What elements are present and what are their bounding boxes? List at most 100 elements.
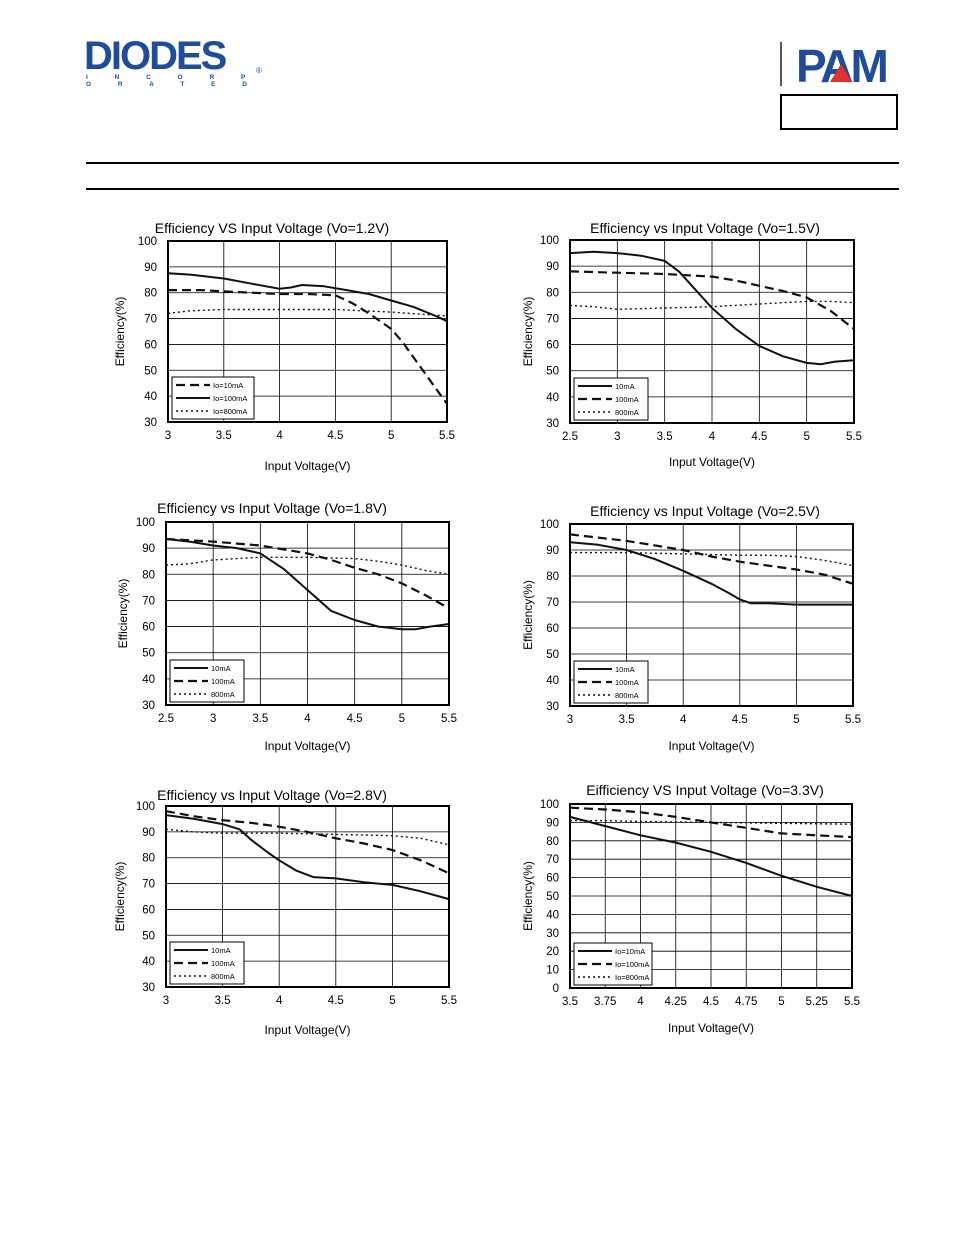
x-tick-label: 4.5 xyxy=(347,713,363,725)
x-tick-label: 5.5 xyxy=(846,431,862,443)
legend-label: 100mA xyxy=(615,395,639,404)
chart-vo-2-8v: Efficiency vs Input Voltage (Vo=2.8V) 3 3.… xyxy=(100,776,470,1048)
pam-part-box xyxy=(780,94,898,130)
chart-vo-2-5v: Efficiency vs Input Voltage (Vo=2.5V) 3 3.… xyxy=(500,492,880,764)
series-line-dash xyxy=(569,270,855,330)
y-tick-label: 70 xyxy=(546,597,559,609)
plot-frame xyxy=(569,239,855,424)
y-tick-label: 40 xyxy=(142,956,155,968)
x-tick-label: 5 xyxy=(778,996,784,1008)
chart-vo-3-3v: Eifficiency VS Input Voltage (Vo=3.3V) 3.… xyxy=(500,776,880,1048)
x-tick-label: 5 xyxy=(388,430,394,442)
y-tick-label: 30 xyxy=(546,701,559,713)
legend-label: Io=100mA xyxy=(615,960,649,969)
x-tick-label: 4.5 xyxy=(751,431,767,443)
x-tick-label: 5.5 xyxy=(441,995,457,1007)
x-axis-label: Input Voltage(V) xyxy=(669,455,755,469)
chart-svg: Efficiency VS Input Voltage (Vo=1.2V) 3 3.… xyxy=(113,220,455,473)
x-tick-label: 2.5 xyxy=(158,713,174,725)
x-tick-label: 4 xyxy=(680,714,687,726)
y-tick-label: 70 xyxy=(546,313,559,325)
y-tick-label: 50 xyxy=(142,648,155,660)
pam-logo-red-triangle xyxy=(830,64,852,82)
header-rule-bottom xyxy=(86,188,899,190)
y-tick-label: 80 xyxy=(546,836,559,848)
legend-label: 800mA xyxy=(211,972,235,981)
y-tick-label: 70 xyxy=(144,314,157,326)
chart-svg: Eifficiency VS Input Voltage (Vo=3.3V) 3.… xyxy=(521,782,860,1035)
y-tick-label: 90 xyxy=(546,261,559,273)
x-tick-label: 4.75 xyxy=(735,996,757,1008)
legend-label: Io=10mA xyxy=(213,381,243,390)
y-tick-label: 60 xyxy=(144,339,157,351)
x-tick-label: 2.5 xyxy=(562,431,578,443)
chart-title: Efficiency VS Input Voltage (Vo=1.2V) xyxy=(155,220,389,236)
plot-frame xyxy=(165,521,450,706)
series-line-dot xyxy=(569,300,855,311)
chart-svg: Efficiency vs Input Voltage (Vo=1.5V) 2.5… xyxy=(521,220,862,469)
series-line-solid xyxy=(569,250,855,366)
x-tick-label: 4.5 xyxy=(327,430,343,442)
y-tick-label: 40 xyxy=(546,675,559,687)
diodes-logo-subtext: I N C O R P O R A T E D xyxy=(86,74,260,88)
x-tick-label: 4.5 xyxy=(732,714,748,726)
x-axis-label: Input Voltage(V) xyxy=(264,1023,350,1037)
x-tick-label: 3.5 xyxy=(657,431,673,443)
x-tick-label: 3 xyxy=(567,714,573,726)
y-tick-label: 70 xyxy=(142,595,155,607)
x-tick-label: 3.5 xyxy=(216,430,232,442)
y-tick-label: 40 xyxy=(144,391,157,403)
series-line-dot xyxy=(167,308,448,317)
legend-label: 100mA xyxy=(211,677,235,686)
chart-title: Eifficiency VS Input Voltage (Vo=3.3V) xyxy=(586,782,824,798)
y-tick-label: 80 xyxy=(546,287,559,299)
y-tick-label: 60 xyxy=(142,904,155,916)
x-tick-label: 4 xyxy=(276,995,283,1007)
series-line-dash xyxy=(569,533,854,585)
y-tick-label: 10 xyxy=(546,965,559,977)
y-tick-label: 40 xyxy=(142,674,155,686)
y-axis-label: Efficiency(%) xyxy=(116,579,130,649)
x-tick-label: 3.5 xyxy=(619,714,635,726)
y-tick-label: 100 xyxy=(540,799,559,811)
x-tick-label: 4.5 xyxy=(703,996,719,1008)
x-tick-label: 3 xyxy=(210,713,216,725)
y-tick-label: 80 xyxy=(144,288,157,300)
chart-vo-1-2v: Efficiency VS Input Voltage (Vo=1.2V) 3 3.… xyxy=(100,212,470,484)
plot-frame xyxy=(165,805,450,988)
y-tick-label: 70 xyxy=(142,879,155,891)
registered-mark: ® xyxy=(256,66,262,75)
x-axis-label: Input Voltage(V) xyxy=(668,1021,754,1035)
legend-label: 10mA xyxy=(615,665,635,674)
x-tick-label: 3.5 xyxy=(215,995,231,1007)
x-tick-label: 5 xyxy=(389,995,395,1007)
legend-label: 100mA xyxy=(615,678,639,687)
y-tick-label: 80 xyxy=(142,569,155,581)
legend-label: 10mA xyxy=(615,382,635,391)
chart-title: Efficiency vs Input Voltage (Vo=2.8V) xyxy=(157,787,387,803)
x-tick-label: 5.5 xyxy=(845,714,861,726)
chart-title: Efficiency vs Input Voltage (Vo=2.5V) xyxy=(590,503,820,519)
x-tick-label: 5.25 xyxy=(806,996,828,1008)
legend-label: 10mA xyxy=(211,664,231,673)
diodes-logo: DIODES I N C O R P O R A T E D ® xyxy=(84,36,264,88)
x-tick-label: 4 xyxy=(276,430,283,442)
chart-svg: Efficiency vs Input Voltage (Vo=2.5V) 3 3.… xyxy=(521,503,861,753)
y-tick-label: 70 xyxy=(546,854,559,866)
series-line-dot xyxy=(165,828,450,846)
pam-logo-mark: PAM xyxy=(796,42,889,86)
x-tick-label: 3.5 xyxy=(562,996,578,1008)
y-axis-label: Efficiency(%) xyxy=(521,580,535,650)
pam-logo: PAM xyxy=(780,42,898,130)
y-axis-label: Efficiency(%) xyxy=(113,297,127,367)
y-tick-label: 100 xyxy=(540,235,559,247)
x-tick-label: 4 xyxy=(637,996,644,1008)
x-tick-label: 3 xyxy=(614,431,620,443)
legend-label: 800mA xyxy=(615,691,639,700)
series-line-solid xyxy=(165,538,450,631)
series-line-solid xyxy=(569,815,853,897)
y-tick-label: 80 xyxy=(546,571,559,583)
legend-label: Io=10mA xyxy=(615,947,645,956)
legend-label: 800mA xyxy=(615,408,639,417)
header-rule-top xyxy=(86,162,899,164)
